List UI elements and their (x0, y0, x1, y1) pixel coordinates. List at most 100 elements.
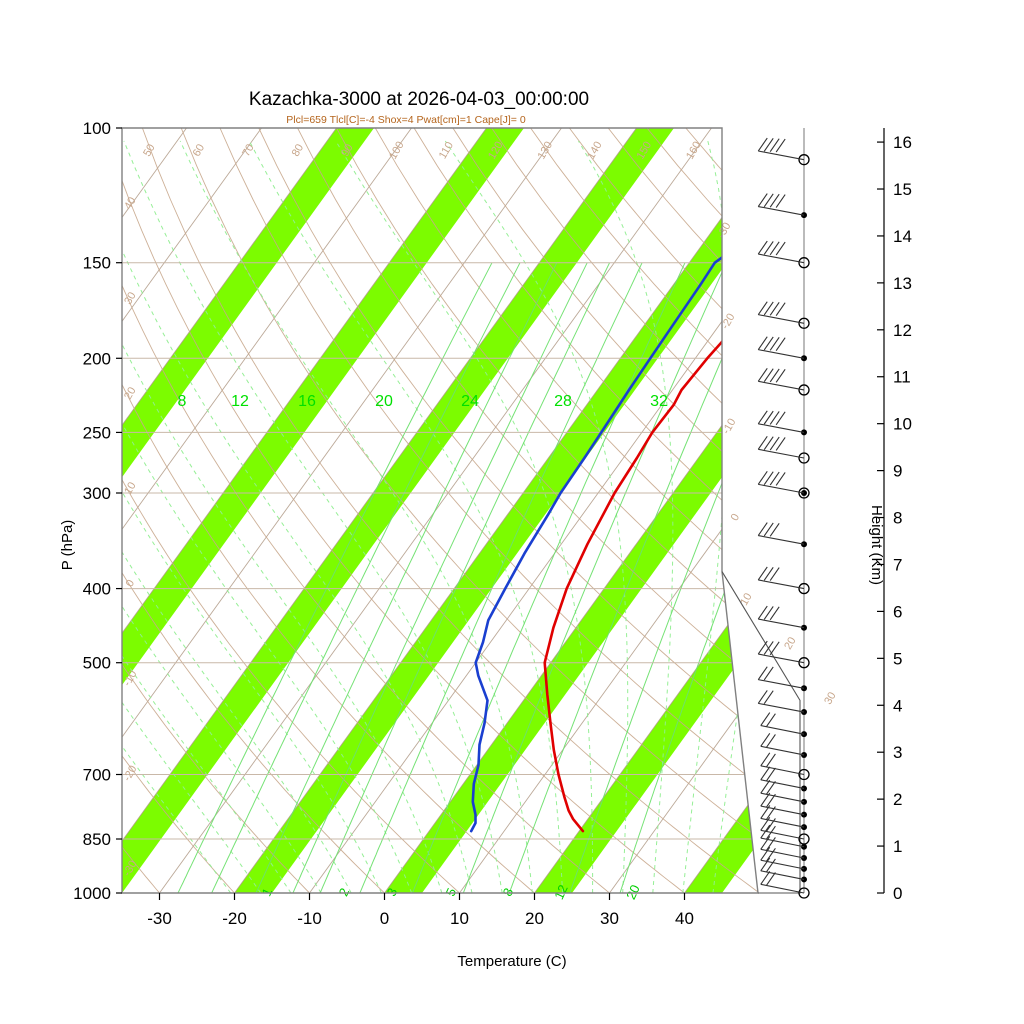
wind-barb-flag (760, 836, 771, 850)
wind-barb-flag (757, 410, 768, 425)
wind-barb-flag (775, 411, 786, 426)
wind-barb-flag (757, 336, 768, 350)
wind-barb-flag (757, 522, 768, 536)
wind-barb-flag (763, 193, 774, 208)
temperature-tick-label: 40 (675, 909, 694, 928)
wind-barb (760, 724, 805, 735)
wind-barb (760, 817, 805, 828)
pressure-tick-label: 250 (83, 423, 111, 442)
temperature-tick-label: 10 (450, 909, 469, 928)
wind-barb-flag (757, 666, 768, 680)
height-tick-label: 3 (893, 743, 902, 762)
isotherm-right-label: 20 (782, 635, 799, 652)
wind-level-marker (798, 317, 810, 329)
wind-barb-flag (765, 872, 776, 886)
wind-barb-flag (760, 857, 771, 872)
wind-barb-flag (763, 241, 774, 255)
theta-e-label: 20 (375, 393, 393, 410)
wind-barb (760, 829, 805, 840)
wind-barb (760, 859, 805, 870)
wind-barb (760, 779, 805, 789)
plot-frame (121, 127, 801, 894)
wind-barb-flag (763, 301, 774, 316)
wind-barb-flag (769, 606, 780, 621)
theta-e-label: 28 (554, 393, 572, 410)
wind-barb-flag (775, 369, 786, 383)
wind-barb-flag (765, 753, 776, 768)
wind-barb-flag (763, 138, 774, 152)
height-tick-label: 15 (893, 180, 912, 199)
height-tick-label: 14 (893, 227, 912, 246)
wind-barb-flag (765, 858, 776, 873)
wind-barb-flag (763, 606, 774, 620)
wind-barb-flag (760, 766, 771, 781)
wind-barb-flag (760, 779, 771, 794)
temperature-tick-label: -20 (222, 909, 247, 928)
wind-barb-flag (775, 138, 786, 153)
isotherm-right-label: 0 (729, 512, 742, 523)
height-tick-label: 16 (893, 133, 912, 152)
dry-adiabat-label: 50 (141, 142, 158, 159)
wind-barb-flag (763, 641, 774, 655)
height-tick-label: 13 (893, 274, 912, 293)
wind-level-marker (798, 657, 810, 669)
pressure-axis: 100 150 200 250 300 400 500 700 850 1000 (73, 119, 122, 903)
wind-barb (760, 883, 805, 894)
wind-level-marker (798, 257, 810, 269)
temperature-tick-label: 20 (525, 909, 544, 928)
wind-level-marker (798, 582, 810, 595)
dry-adiabat-label: 90 (339, 142, 356, 159)
wind-barb-flag (763, 690, 774, 705)
pressure-tick-label: 150 (83, 254, 111, 273)
pressure-tick-label: 400 (83, 580, 111, 599)
wind-barb (760, 745, 805, 756)
height-tick-label: 2 (893, 790, 902, 809)
wind-barb (758, 579, 805, 590)
pressure-tick-label: 500 (83, 654, 111, 673)
height-tick-label: 9 (893, 462, 902, 481)
wind-barb-flag (757, 301, 768, 315)
temperature-tick-label: 30 (600, 909, 619, 928)
wind-barb-flag (765, 734, 776, 748)
wind-barb (758, 448, 805, 459)
dewpoint-line (469, 167, 758, 833)
theta-e-label: 16 (298, 393, 316, 410)
wind-level-marker (798, 452, 810, 464)
wind-level-marker (798, 887, 810, 899)
pressure-axis-title: P (hPa) (59, 520, 76, 571)
dry-adiabat-label: 80 (290, 142, 307, 159)
wind-barb (758, 423, 805, 433)
isotherm-right-label: 10 (738, 591, 755, 608)
page-title: Kazachka-3000 at 2026-04-03_00:00:00 (249, 89, 589, 110)
temperature-tick-label: -30 (147, 909, 172, 928)
wind-barb-flag (757, 471, 768, 485)
wind-barb-flag (757, 605, 768, 620)
wind-barb-flag (757, 436, 768, 450)
wind-barb-flag (769, 368, 780, 383)
height-tick-label: 1 (893, 837, 902, 856)
mixing-ratio-label: 20 (623, 882, 643, 901)
height-tick-label: 6 (893, 602, 902, 621)
wind-barb-flag (763, 666, 774, 681)
height-tick-label: 12 (893, 321, 912, 340)
wind-barb-flag (763, 522, 774, 537)
wind-barb (758, 205, 805, 216)
theta-e-label: 32 (650, 393, 668, 410)
pressure-tick-label: 1000 (73, 884, 111, 903)
pressure-tick-label: 850 (83, 830, 111, 849)
wind-barb (760, 792, 805, 803)
wind-barb-flag (769, 471, 780, 486)
isotherm-left-label: 20 (122, 385, 139, 402)
height-tick-label: 4 (893, 696, 902, 715)
wind-barb-flag (757, 137, 768, 152)
wind-barb-flag (765, 848, 776, 862)
wind-barb-flag (769, 337, 780, 351)
wind-level-marker (798, 487, 810, 499)
wind-level-marker (798, 833, 810, 845)
wind-barb-flag (769, 138, 780, 153)
wind-barb-flag (769, 241, 780, 256)
wind-barb-flag (760, 712, 771, 726)
wind-barb-flag (765, 767, 776, 782)
wind-barb-flag (775, 337, 786, 351)
